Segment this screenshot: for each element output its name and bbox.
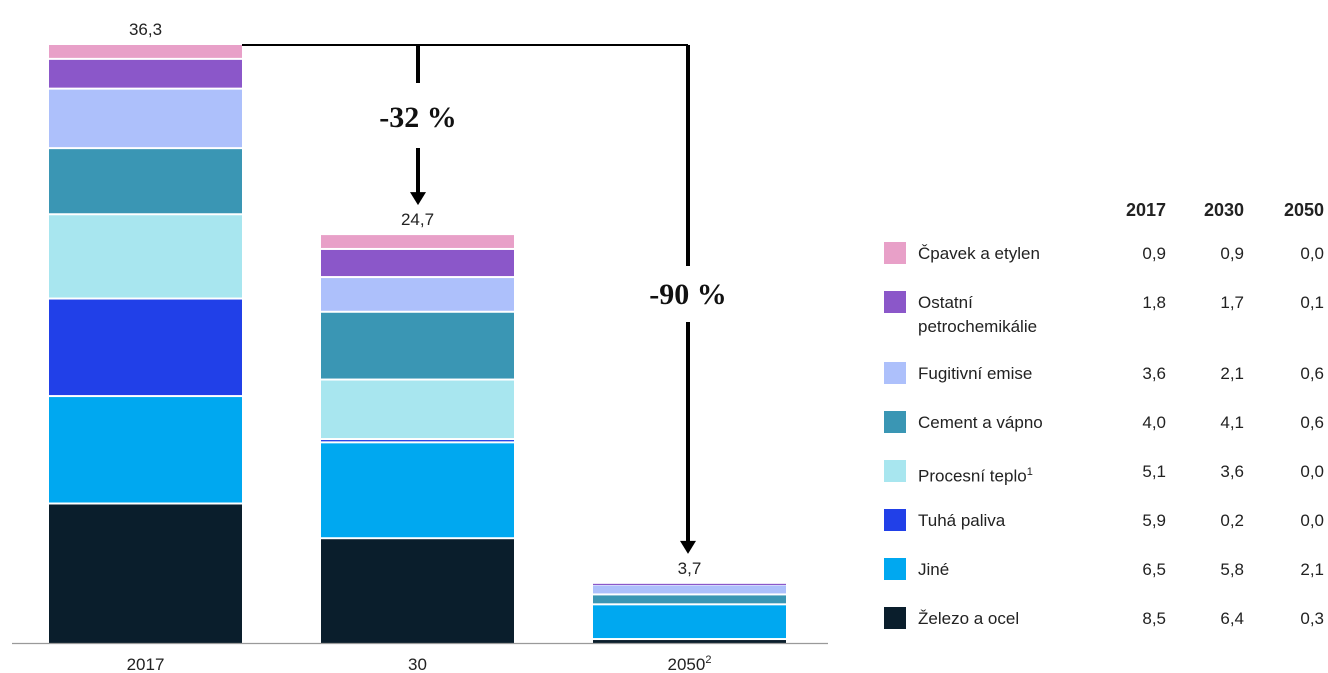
bar-segment-0-1 [49,397,242,503]
legend-value: 3,6 [1220,462,1244,481]
bar-segment-2-5 [593,585,786,594]
legend-value: 8,5 [1142,609,1166,628]
arrow-32-head [410,192,426,206]
bar-segment-1-4 [321,312,514,379]
bar-segment-0-7 [49,45,242,58]
legend-value: 0,9 [1220,244,1244,263]
legend-value: 5,1 [1142,462,1166,481]
legend-swatch [884,411,906,433]
legend-label: Čpavek a etylen [918,244,1040,263]
legend-swatch [884,242,906,264]
x-tick-label-2: 20502 [668,654,712,673]
legend-value: 0,6 [1300,364,1324,383]
bar-segment-0-4 [49,149,242,214]
legend-label: Fugitivní emise [918,364,1033,383]
legend-row: Fugitivní emise 3,6 2,1 0,6 [884,360,1328,409]
legend-value: 1,7 [1220,293,1244,312]
legend-row: Čpavek a etylen 0,9 0,9 0,0 [884,240,1328,289]
legend-value: 3,6 [1142,364,1166,383]
annotation-32-label: -32 % [379,101,457,134]
bar-segment-1-2 [321,440,514,442]
bar-segment-1-0 [321,539,514,643]
legend-value: 2,1 [1300,560,1324,579]
legend-value: 2,1 [1220,364,1244,383]
stacked-bar-chart: 36,3 2017 24,7 30 3,7 20502 -32 % -90 % [12,20,828,673]
legend-table: 2017 2030 2050 Čpavek a etylen 0,9 0,9 0,0 O… [884,200,1328,654]
legend-row: Cement a vápno 4,0 4,1 0,6 [884,409,1328,458]
annotation-90-label: -90 % [649,278,727,311]
legend-label: Ostatní petrochemikálie [918,293,1038,336]
legend-label: Procesní teplo1 [918,466,1033,486]
total-label-2: 3,7 [678,559,702,578]
bar-segment-0-2 [49,299,242,396]
bar-segment-0-3 [49,215,242,298]
total-label-1: 24,7 [401,210,434,229]
bar-segment-2-6 [593,583,786,586]
legend-swatch [884,558,906,580]
legend-swatch [884,460,906,482]
legend-value: 0,1 [1300,293,1324,312]
x-tick-label-1: 30 [408,655,427,673]
bar-segment-2-0 [593,640,786,643]
legend-header-2030: 2030 [1203,200,1244,220]
legend-swatch [884,509,906,531]
legend-value: 0,0 [1300,244,1324,263]
total-label-0: 36,3 [129,20,162,39]
legend-swatch [884,362,906,384]
bar-segment-1-6 [321,249,514,277]
legend-value: 6,4 [1220,609,1244,628]
legend-header: 2017 2030 2050 [884,200,1328,240]
legend-value: 0,0 [1300,462,1324,481]
legend-value: 5,9 [1142,511,1166,530]
legend-value: 4,0 [1142,413,1166,432]
legend-value: 5,8 [1220,560,1244,579]
legend-row: Procesní teplo1 5,1 3,6 0,0 [884,458,1328,507]
legend-label: Železo a ocel [918,609,1020,628]
legend-header-2050: 2050 [1283,200,1324,220]
legend-row: Ostatní petrochemikálie 1,8 1,7 0,1 [884,289,1328,360]
bar-segment-1-3 [321,380,514,439]
legend-value: 0,9 [1142,244,1166,263]
legend-label: Cement a vápno [918,413,1043,432]
bar-segment-2-1 [593,605,786,639]
legend-value: 4,1 [1220,413,1244,432]
legend-row: Jiné 6,5 5,8 2,1 [884,556,1328,605]
bar-segment-0-6 [49,59,242,88]
bar-segment-2-4 [593,595,786,604]
bar-segment-0-0 [49,504,242,643]
arrow-90-head [680,540,696,554]
legend-value: 6,5 [1142,560,1166,579]
legend-label: Jiné [918,560,950,579]
bar-segment-1-5 [321,278,514,311]
x-tick-label-0: 2017 [127,655,165,673]
legend-label: Tuhá paliva [918,511,1006,530]
legend-swatch [884,291,906,313]
legend-value: 0,3 [1300,609,1324,628]
legend-value: 0,6 [1300,413,1324,432]
legend-row: Tuhá paliva 5,9 0,2 0,0 [884,507,1328,556]
bar-segment-1-1 [321,443,514,538]
bar-segment-0-5 [49,89,242,148]
legend-header-2017: 2017 [1125,200,1166,220]
bar-segment-1-7 [321,235,514,248]
legend-value: 0,0 [1300,511,1324,530]
legend-swatch [884,607,906,629]
legend-value: 0,2 [1220,511,1244,530]
legend-value: 1,8 [1142,293,1166,312]
legend-row: Železo a ocel 8,5 6,4 0,3 [884,605,1328,654]
